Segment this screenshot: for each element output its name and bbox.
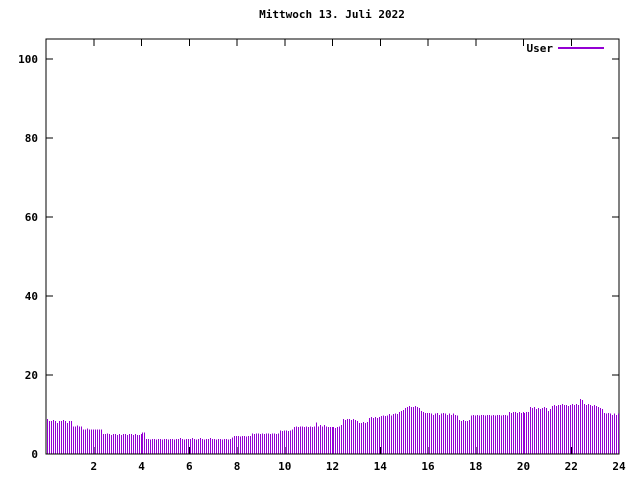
y-axis-tick-label: 100 bbox=[18, 53, 38, 66]
x-axis-tick-label: 16 bbox=[421, 460, 435, 473]
x-axis-tick-label: 6 bbox=[186, 460, 193, 473]
legend: User bbox=[527, 42, 604, 55]
y-axis-tick-label: 20 bbox=[25, 369, 38, 382]
x-axis-tick-label: 22 bbox=[565, 460, 578, 473]
x-axis-tick-label: 14 bbox=[374, 460, 388, 473]
axis-ticks bbox=[46, 39, 620, 455]
x-axis-tick-label: 18 bbox=[469, 460, 482, 473]
y-axis-tick-label: 0 bbox=[31, 448, 38, 461]
y-axis-tick-label: 80 bbox=[25, 132, 38, 145]
x-axis-tick-label: 8 bbox=[234, 460, 241, 473]
y-axis-tick-label: 60 bbox=[25, 211, 38, 224]
x-axis-tick-label: 24 bbox=[612, 460, 626, 473]
x-axis-tick-label: 10 bbox=[278, 460, 291, 473]
x-axis-tick-label: 12 bbox=[326, 460, 339, 473]
bars-series-user bbox=[47, 399, 619, 454]
chart-title: Mittwoch 13. Juli 2022 bbox=[259, 8, 405, 21]
y-axis-tick-label: 40 bbox=[25, 290, 38, 303]
x-axis-tick-label: 2 bbox=[90, 460, 97, 473]
plot-area bbox=[45, 38, 620, 455]
legend-label-user: User bbox=[527, 42, 554, 55]
x-axis-tick-label: 4 bbox=[138, 460, 145, 473]
x-axis-tick-label: 20 bbox=[517, 460, 530, 473]
